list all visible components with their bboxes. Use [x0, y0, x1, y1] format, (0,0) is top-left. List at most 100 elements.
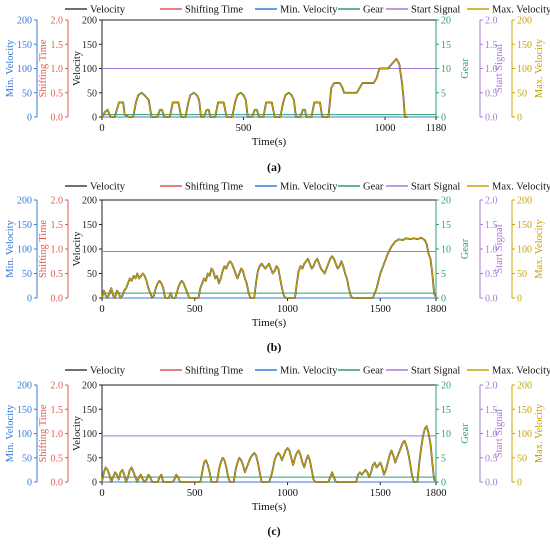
tick-label: 50 — [22, 453, 32, 464]
axis-title: Min. Velocity — [5, 39, 16, 97]
shifting-time-axis: 0.0 0.5 1.0 1.5 2.0 Shifting Time — [38, 16, 69, 124]
legend-label: Start Signal — [411, 182, 460, 193]
tick-label: 200 — [517, 196, 532, 207]
tick-label: 0.5 — [51, 453, 64, 464]
tick-label: 20 — [441, 196, 451, 207]
tick-label: 2.0 — [485, 196, 498, 207]
legend-item: Gear — [338, 5, 384, 16]
tick-label: 1800 — [426, 304, 447, 315]
tick-label: 200 — [82, 196, 97, 207]
tick-label: 100 — [517, 245, 532, 256]
tick-label: 0.5 — [485, 269, 498, 280]
axis-title: Start Signal — [494, 44, 505, 93]
axis-title: Shifting Time — [38, 220, 49, 278]
tick-label: 1.5 — [485, 40, 498, 51]
legend-label: Max. Velocity — [492, 366, 550, 377]
tick-label: 100 — [517, 429, 532, 440]
legend: Velocity Shifting Time Min. Velocity Gear St… — [65, 366, 550, 377]
legend-label: Shifting Time — [185, 5, 243, 16]
tick-label: 500 — [187, 488, 203, 499]
legend-label: Min. Velocity — [280, 5, 338, 16]
legend-item: Max. Velocity — [467, 5, 550, 16]
tick-label: 500 — [236, 123, 252, 134]
legend-item: Velocity — [65, 182, 126, 193]
tick-label: 0 — [517, 478, 522, 489]
tick-label: 100 — [82, 245, 97, 256]
tick-label: 0 — [441, 294, 446, 305]
panel-caption: (a) — [267, 160, 281, 174]
axis-title: Min. Velocity — [5, 219, 16, 277]
tick-label: 1.5 — [51, 40, 64, 51]
tick-label: 0 — [99, 488, 104, 499]
tick-label: 0.0 — [51, 113, 64, 124]
start-signal-axis: 0.0 0.5 1.0 1.5 2.0 Start Signal — [479, 196, 505, 305]
velocity-axis: 0 50 100 150 200 Velocity — [72, 381, 102, 489]
chart-panel-b: Velocity Shifting Time Min. Velocity Gear St… — [5, 182, 550, 355]
x-axis-title: Time(s) — [252, 136, 287, 148]
tick-label: 2.0 — [51, 381, 64, 392]
tick-label: 1.0 — [51, 429, 64, 440]
tick-label: 50 — [517, 88, 527, 99]
legend-item: Max. Velocity — [467, 366, 550, 377]
legend-label: Gear — [363, 182, 384, 193]
tick-label: 150 — [82, 40, 97, 51]
legend-label: Min. Velocity — [280, 366, 338, 377]
panel-caption: (b) — [267, 340, 282, 354]
legend-item: Gear — [338, 366, 384, 377]
axis-title: Min. Velocity — [5, 404, 16, 462]
tick-label: 1.0 — [485, 429, 498, 440]
tick-label: 2.0 — [51, 16, 64, 27]
tick-label: 100 — [17, 429, 32, 440]
axis-title: Velocity — [72, 231, 83, 267]
min-velocity-axis: 0 50 100 150 200 Min. Velocity — [5, 196, 38, 305]
series-max-velocity — [101, 425, 437, 483]
legend-label: Start Signal — [411, 366, 460, 377]
legend: Velocity Shifting Time Min. Velocity Gear St… — [65, 182, 550, 193]
tick-label: 1.0 — [51, 64, 64, 75]
tick-label: 1000 — [375, 123, 396, 134]
tick-label: 100 — [17, 245, 32, 256]
tick-label: 100 — [82, 64, 97, 75]
tick-label: 10 — [441, 64, 451, 75]
legend-item: Min. Velocity — [255, 182, 338, 193]
velocity-axis: 0 50 100 150 200 Velocity — [72, 16, 102, 124]
tick-label: 100 — [82, 429, 97, 440]
legend-item: Shifting Time — [160, 5, 243, 16]
tick-label: 200 — [17, 381, 32, 392]
tick-label: 2.0 — [485, 16, 498, 27]
tick-label: 500 — [187, 304, 203, 315]
tick-label: 20 — [441, 16, 451, 27]
tick-label: 1.0 — [485, 64, 498, 75]
tick-label: 150 — [517, 405, 532, 416]
axis-title: Start Signal — [494, 409, 505, 458]
tick-label: 150 — [17, 405, 32, 416]
tick-label: 0 — [92, 113, 97, 124]
tick-label: 0 — [517, 294, 522, 305]
tick-label: 150 — [17, 40, 32, 51]
legend-item: Velocity — [65, 366, 126, 377]
legend: Velocity Shifting Time Min. Velocity Gear St… — [65, 5, 550, 16]
tick-label: 5 — [441, 453, 446, 464]
axis-title: Shifting Time — [38, 39, 49, 97]
axis-title: Max. Velocity — [534, 219, 545, 279]
tick-label: 15 — [441, 40, 451, 51]
legend-item: Shifting Time — [160, 366, 243, 377]
tick-label: 1.5 — [51, 405, 64, 416]
tick-label: 1180 — [426, 123, 447, 134]
x-axis: 0 500 1000 1500 1800 Time(s) — [99, 482, 447, 513]
legend-item: Min. Velocity — [255, 366, 338, 377]
gear-axis: 0 5 10 15 20 Gear — [435, 196, 471, 305]
tick-label: 0 — [92, 294, 97, 305]
tick-label: 50 — [87, 88, 97, 99]
tick-label: 0.5 — [485, 88, 498, 99]
tick-label: 50 — [87, 453, 97, 464]
tick-label: 150 — [517, 220, 532, 231]
tick-label: 0 — [27, 478, 32, 489]
tick-label: 150 — [82, 220, 97, 231]
axis-title: Start Signal — [494, 224, 505, 273]
legend-label: Gear — [363, 5, 384, 16]
min-velocity-axis: 0 50 100 150 200 Min. Velocity — [5, 16, 38, 124]
